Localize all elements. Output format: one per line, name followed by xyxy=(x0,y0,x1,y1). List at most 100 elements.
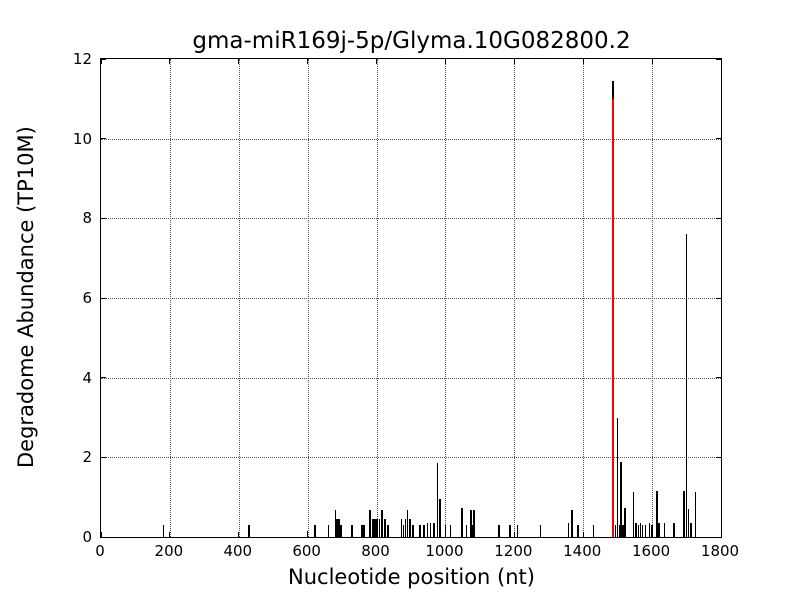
bar xyxy=(409,519,411,537)
bar xyxy=(248,525,250,537)
x-tick-label: 800 xyxy=(361,542,390,560)
y-axis-label: Degradome Abundance (TP10M) xyxy=(14,126,38,469)
bar xyxy=(498,525,500,537)
y-tick-mark-right xyxy=(716,217,721,219)
y-tick-mark xyxy=(101,217,106,219)
bar xyxy=(635,523,638,537)
bar xyxy=(614,525,617,537)
bar xyxy=(372,519,374,537)
bar xyxy=(439,499,441,537)
x-tick-label: 1800 xyxy=(700,542,740,560)
bar xyxy=(363,525,365,537)
bar xyxy=(400,519,403,537)
bar xyxy=(449,525,452,537)
x-tick-mark xyxy=(513,532,515,537)
bar xyxy=(632,491,635,537)
bar xyxy=(314,525,316,537)
bar xyxy=(429,523,432,537)
bar xyxy=(687,509,690,537)
bar xyxy=(336,519,339,537)
bar xyxy=(641,525,644,537)
bar xyxy=(378,519,381,537)
bar xyxy=(658,523,660,537)
bar xyxy=(402,525,405,537)
bar xyxy=(639,523,642,537)
x-tick-label: 1600 xyxy=(632,542,671,560)
bar xyxy=(338,519,340,537)
bar xyxy=(651,525,653,537)
x-tick-mark xyxy=(169,532,171,537)
x-tick-mark-top xyxy=(376,59,378,64)
bar xyxy=(369,509,371,537)
bar xyxy=(444,525,447,537)
x-tick-label: 1400 xyxy=(563,542,602,560)
y-tick-mark xyxy=(101,138,106,140)
y-tick-mark-right xyxy=(716,58,721,60)
bar xyxy=(423,525,425,537)
bar xyxy=(327,525,330,537)
gridline-horizontal xyxy=(101,218,721,220)
bar xyxy=(663,523,666,537)
y-tick-label: 6 xyxy=(82,289,92,307)
bar xyxy=(571,509,573,537)
y-tick-mark xyxy=(101,377,106,379)
bar xyxy=(461,508,463,537)
bar xyxy=(334,509,337,537)
x-tick-mark xyxy=(238,532,240,537)
x-tick-mark-top xyxy=(100,59,102,64)
bar xyxy=(387,525,389,537)
x-tick-mark-top xyxy=(582,59,584,64)
bar xyxy=(376,519,379,537)
bar xyxy=(648,523,651,537)
y-tick-label: 8 xyxy=(82,209,92,228)
bar xyxy=(360,525,363,537)
y-tick-label: 2 xyxy=(82,448,92,467)
x-tick-label: 200 xyxy=(154,542,184,560)
x-tick-mark-top xyxy=(307,59,309,64)
bar xyxy=(465,525,468,537)
x-tick-mark-top xyxy=(720,59,722,64)
x-tick-mark xyxy=(582,532,584,537)
bar xyxy=(618,525,621,537)
x-tick-label: 400 xyxy=(223,542,253,560)
y-tick-label: 4 xyxy=(82,368,92,387)
bar xyxy=(471,525,474,537)
bar xyxy=(616,417,619,537)
x-tick-label: 1000 xyxy=(425,542,464,560)
bar xyxy=(592,525,595,537)
bar xyxy=(374,519,376,537)
bar xyxy=(694,492,697,537)
bar xyxy=(516,525,519,537)
bar xyxy=(406,509,409,537)
gridline-horizontal xyxy=(101,298,721,299)
bar xyxy=(644,525,647,537)
bar xyxy=(306,531,309,537)
bar xyxy=(350,525,353,537)
bar xyxy=(690,523,692,537)
y-tick-mark-right xyxy=(716,456,721,458)
x-tick-mark-top xyxy=(513,59,515,64)
bar xyxy=(622,525,624,537)
bar xyxy=(162,525,165,537)
bar xyxy=(436,462,439,537)
highlight-bar xyxy=(611,98,615,537)
bar xyxy=(683,491,685,537)
bar xyxy=(624,508,627,537)
y-tick-mark-right xyxy=(716,138,721,140)
bar xyxy=(637,525,640,537)
x-tick-mark xyxy=(720,532,722,537)
x-tick-mark-top xyxy=(169,59,171,64)
x-tick-mark-top xyxy=(651,59,653,64)
y-tick-mark xyxy=(101,297,106,299)
plot-area xyxy=(100,58,722,538)
bar xyxy=(539,525,542,537)
bar xyxy=(404,519,407,537)
bar xyxy=(685,234,688,537)
y-tick-label: 12 xyxy=(72,50,92,68)
gridline-horizontal xyxy=(101,377,721,379)
y-tick-mark xyxy=(101,456,106,458)
y-tick-mark xyxy=(101,536,106,538)
x-tick-label: 600 xyxy=(292,542,321,560)
gridline-horizontal xyxy=(101,138,721,140)
